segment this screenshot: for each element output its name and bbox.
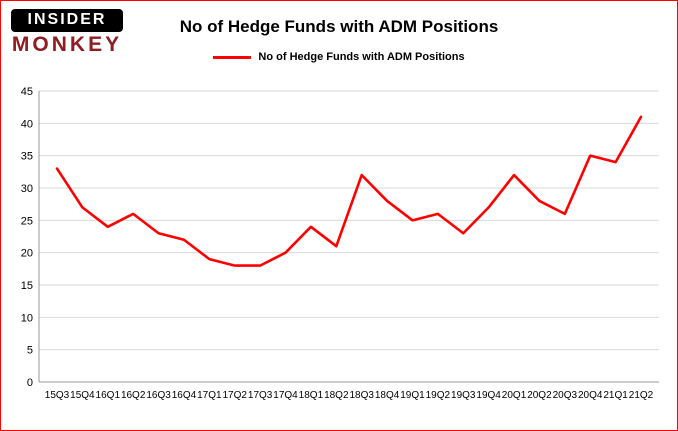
x-tick-label: 19Q2 xyxy=(426,390,451,401)
x-tick-label: 18Q1 xyxy=(299,390,324,401)
line-chart: 0 5 10 15 20 25 30 35 40 45 15Q3 15Q4 16Q1 16Q2 16Q3 16… xyxy=(21,86,659,401)
y-tick-label: 45 xyxy=(21,86,33,98)
x-tick-label: 19Q3 xyxy=(451,390,476,401)
x-tick-label: 18Q4 xyxy=(375,390,400,401)
y-tick-label: 25 xyxy=(21,215,33,227)
logo-insider-text: INSIDER xyxy=(11,9,123,32)
x-tick-label: 16Q2 xyxy=(121,390,146,401)
y-tick-label: 30 xyxy=(21,183,33,195)
x-tick-label: 17Q2 xyxy=(223,390,248,401)
x-tick-label: 15Q4 xyxy=(70,390,95,401)
x-tick-label: 20Q3 xyxy=(553,390,578,401)
y-tick-label: 20 xyxy=(21,248,33,260)
x-tick-label: 17Q4 xyxy=(273,390,298,401)
chart-header: INSIDER MONKEY No of Hedge Funds with AD… xyxy=(7,7,671,81)
y-tick-label: 40 xyxy=(21,118,33,130)
logo-monkey-text: MONKEY xyxy=(11,33,123,56)
x-tick-label: 16Q3 xyxy=(146,390,171,401)
data-line xyxy=(55,115,643,267)
legend-line-swatch xyxy=(213,55,252,59)
y-tick-label: 5 xyxy=(27,345,33,357)
x-tick-label: 15Q3 xyxy=(45,390,70,401)
x-tick-label: 16Q1 xyxy=(96,390,121,401)
x-tick-label: 21Q1 xyxy=(603,390,628,401)
y-tick-label: 35 xyxy=(21,151,33,163)
legend-label: No of Hedge Funds with ADM Positions xyxy=(258,51,465,63)
x-tick-label: 19Q1 xyxy=(400,390,425,401)
x-tick-label: 20Q2 xyxy=(527,390,552,401)
x-tick-label: 17Q1 xyxy=(197,390,222,401)
x-tick-label: 20Q1 xyxy=(502,390,527,401)
y-tick-label: 15 xyxy=(21,280,33,292)
x-tick-label: 17Q3 xyxy=(248,390,273,401)
x-tick-label: 18Q3 xyxy=(349,390,374,401)
x-tick-label: 16Q4 xyxy=(172,390,197,401)
chart-title: No of Hedge Funds with ADM Positions xyxy=(179,17,499,36)
y-tick-label: 0 xyxy=(27,377,33,389)
y-tick-label: 10 xyxy=(21,312,33,324)
x-tick-label: 21Q2 xyxy=(629,390,654,401)
x-tick-label: 18Q2 xyxy=(324,390,349,401)
x-tick-label: 20Q4 xyxy=(578,390,603,401)
insider-monkey-logo: INSIDER MONKEY xyxy=(11,9,123,57)
chart-legend: No of Hedge Funds with ADM Positions xyxy=(7,51,671,63)
x-tick-label: 19Q4 xyxy=(476,390,501,401)
